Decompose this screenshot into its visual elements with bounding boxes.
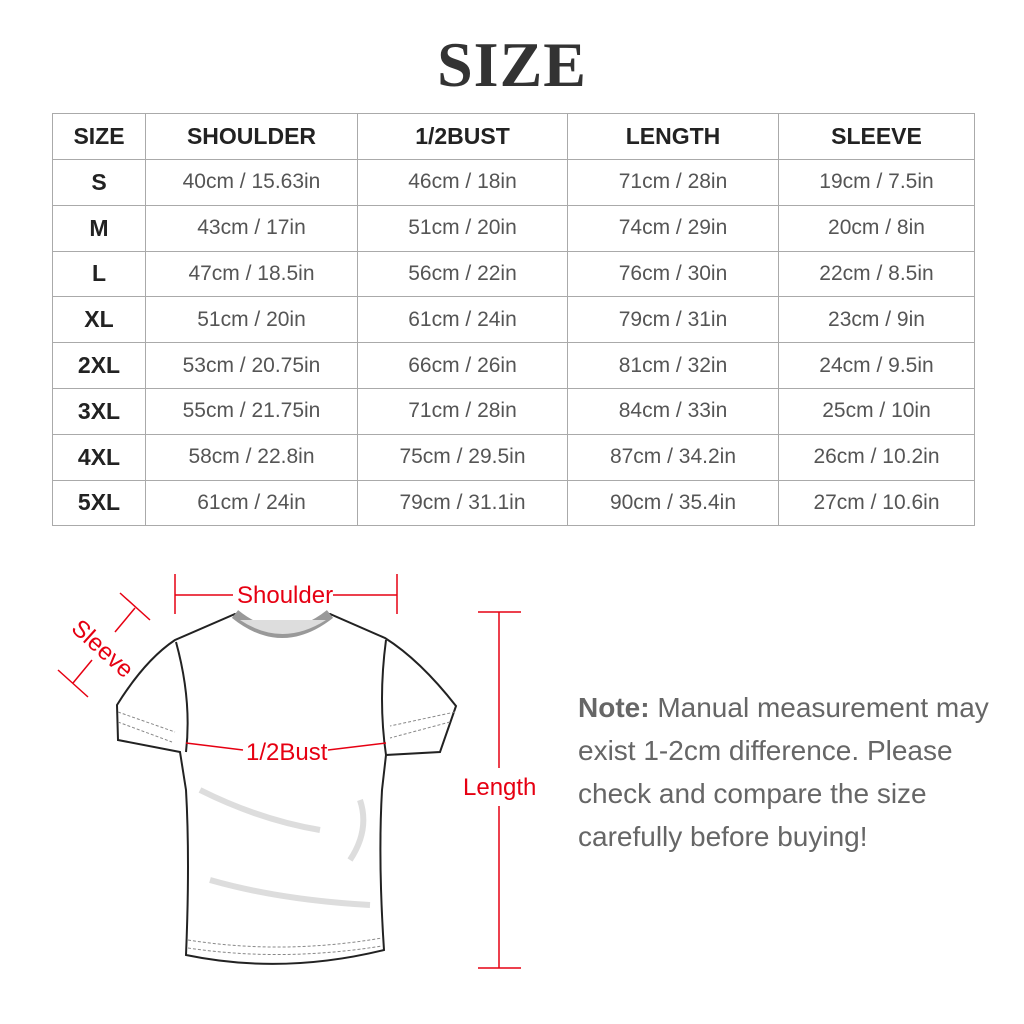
table-row: M 43cm / 17in 51cm / 20in 74cm / 29in 20cm /… [52,204,975,252]
measurement-cell: 55cm / 21.75in [145,387,358,435]
page-title: SIZE [437,29,587,100]
shoulder-label: Shoulder [237,582,333,609]
measurement-cell: 22cm / 8.5in [778,250,975,298]
measurement-cell: 56cm / 22in [357,250,568,298]
size-cell: L [52,250,146,298]
measurement-cell: 51cm / 20in [357,204,568,252]
table-header-row: SIZE SHOULDER 1/2BUST LENGTH SLEEVE [52,113,975,160]
measurement-cell: 75cm / 29.5in [357,433,568,481]
measurement-cell: 79cm / 31.1in [357,479,568,527]
table-row: L 47cm / 18.5in 56cm / 22in 76cm / 30in 22cm… [52,250,975,298]
measurement-cell: 47cm / 18.5in [145,250,358,298]
table-row: 3XL 55cm / 21.75in 71cm / 28in 84cm / 33in 2… [52,387,975,435]
size-cell: M [52,204,146,252]
measurement-cell: 58cm / 22.8in [145,433,358,481]
measurement-cell: 76cm / 30in [567,250,779,298]
table-row: 5XL 61cm / 24in 79cm / 31.1in 90cm / 35.4in… [52,479,975,527]
measurement-cell: 40cm / 15.63in [145,159,358,206]
size-cell: 3XL [52,387,146,435]
column-header: SIZE [52,113,146,160]
measurement-cell: 71cm / 28in [567,159,779,206]
table-body: S 40cm / 15.63in 46cm / 18in 71cm / 28in 19c… [52,159,975,527]
measurement-cell: 61cm / 24in [357,296,568,344]
measurement-cell: 71cm / 28in [357,387,568,435]
measurement-cell: 26cm / 10.2in [778,433,975,481]
measurement-cell: 79cm / 31in [567,296,779,344]
measurement-cell: 43cm / 17in [145,204,358,252]
measurement-cell: 51cm / 20in [145,296,358,344]
note: Note: Manual measurement may exist 1-2cm… [578,686,998,858]
measurement-cell: 66cm / 26in [357,342,568,389]
size-cell: 4XL [52,433,146,481]
measurement-cell: 90cm / 35.4in [567,479,779,527]
table-row: 4XL 58cm / 22.8in 75cm / 29.5in 87cm / 34.2… [52,433,975,481]
size-table: SIZE SHOULDER 1/2BUST LENGTH SLEEVE S 40cm / … [52,113,975,527]
measurement-cell: 46cm / 18in [357,159,568,206]
column-header: 1/2BUST [357,113,568,160]
measurement-cell: 53cm / 20.75in [145,342,358,389]
column-header: SLEEVE [778,113,975,160]
table-row: S 40cm / 15.63in 46cm / 18in 71cm / 28in 19c… [52,159,975,206]
table-row: XL 51cm / 20in 61cm / 24in 79cm / 31in 23cm … [52,296,975,344]
measurement-cell: 81cm / 32in [567,342,779,389]
size-cell: S [52,159,146,206]
length-label: Length [463,774,536,801]
measurement-cell: 61cm / 24in [145,479,358,527]
measurement-cell: 74cm / 29in [567,204,779,252]
column-header: SHOULDER [145,113,358,160]
size-cell: 5XL [52,479,146,527]
measurement-annotations [57,574,521,969]
size-cell: XL [52,296,146,344]
note-text: Manual measurement may exist 1-2cm diffe… [578,692,989,852]
measurement-cell: 24cm / 9.5in [778,342,975,389]
table-row: 2XL 53cm / 20.75in 66cm / 26in 81cm / 32in 2… [52,342,975,389]
measurement-cell: 87cm / 34.2in [567,433,779,481]
measurement-cell: 25cm / 10in [778,387,975,435]
column-header: LENGTH [567,113,779,160]
sleeve-label: Sleeve [66,614,139,683]
bust-label: 1/2Bust [246,739,328,766]
size-cell: 2XL [52,342,146,389]
measurement-cell: 84cm / 33in [567,387,779,435]
measurement-cell: 23cm / 9in [778,296,975,344]
note-label: Note: [578,692,650,723]
measurement-cell: 20cm / 8in [778,204,975,252]
tshirt-diagram: Shoulder Sleeve 1/2Bust Length [57,574,536,969]
tshirt-illustration [115,610,458,965]
measurement-cell: 27cm / 10.6in [778,479,975,527]
measurement-cell: 19cm / 7.5in [778,159,975,206]
